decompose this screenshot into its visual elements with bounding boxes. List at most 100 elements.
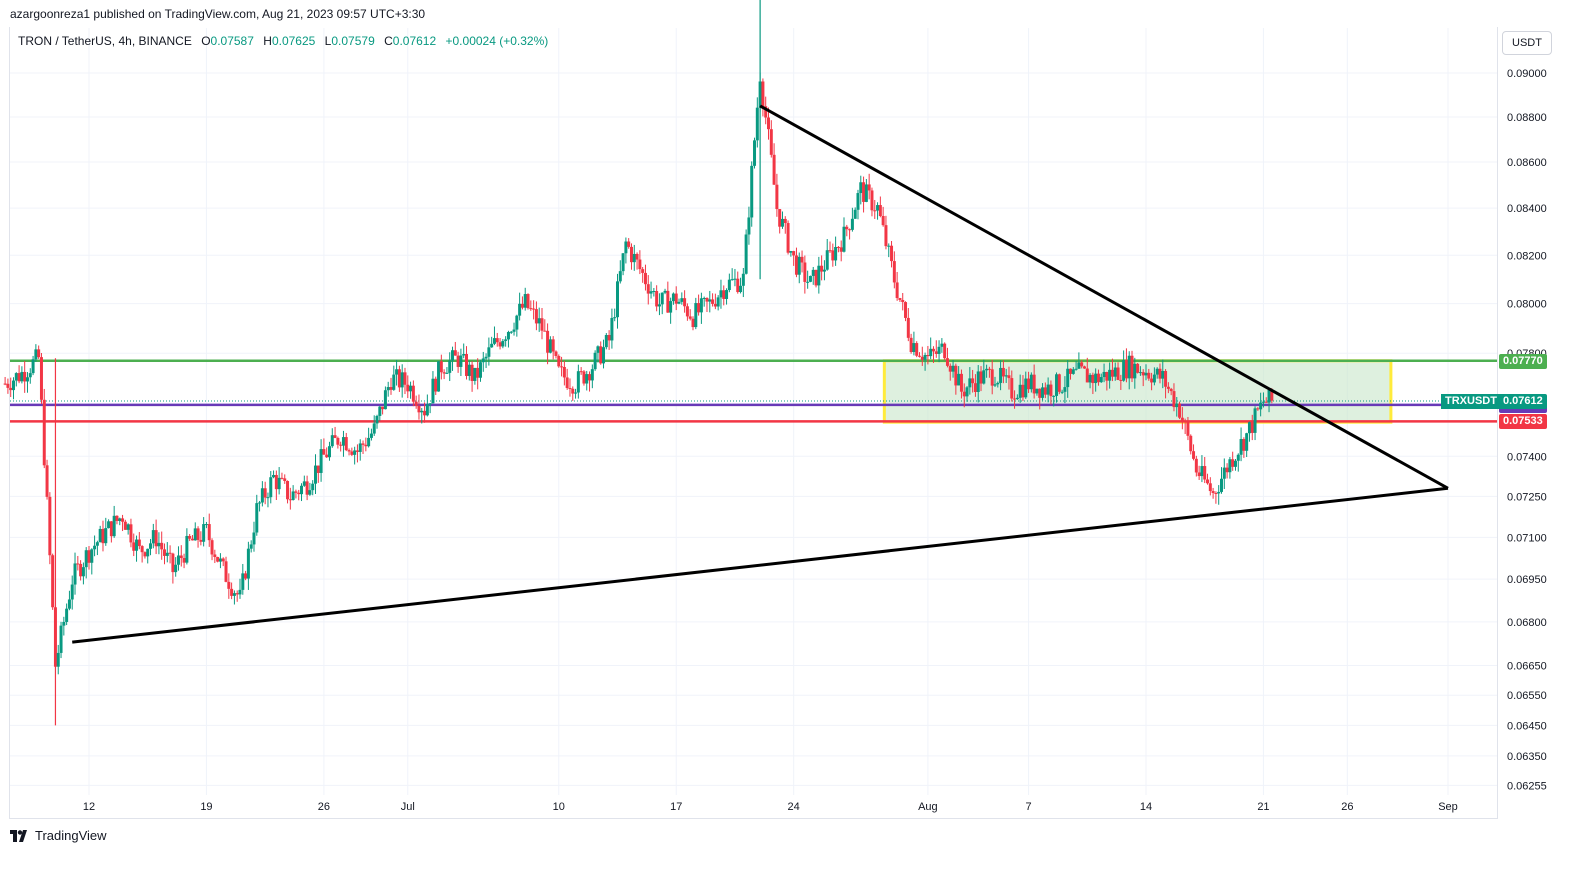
candle-body — [1007, 375, 1011, 379]
candle-body — [1172, 391, 1176, 408]
candle-body — [302, 481, 306, 486]
candle-body — [1197, 472, 1201, 477]
candle-body — [484, 356, 488, 359]
candle-body — [848, 229, 852, 231]
candle-body — [465, 353, 468, 376]
candle-body — [1264, 401, 1268, 403]
candle-body — [560, 366, 564, 368]
candle-body — [490, 343, 494, 348]
x-tick-label: 10 — [553, 801, 565, 813]
candle-body — [87, 550, 91, 563]
candle-body — [901, 299, 905, 303]
candle-body — [1200, 466, 1204, 477]
chart-pane[interactable] — [9, 27, 1498, 819]
candle-body — [439, 361, 443, 373]
candle-body — [878, 205, 882, 217]
candle-body — [322, 449, 326, 455]
candle-body — [1203, 466, 1207, 480]
candle-body — [389, 387, 393, 390]
low-label: L — [324, 34, 332, 48]
candle-body — [6, 383, 10, 388]
candle-body — [56, 652, 60, 667]
candle-body — [73, 563, 77, 585]
candle-body — [280, 477, 284, 479]
candle-body — [683, 298, 687, 307]
candle-body — [646, 284, 650, 294]
candle-body — [1116, 367, 1120, 380]
symbol-title[interactable]: TRON / TetherUS, 4h, BINANCE — [18, 34, 192, 48]
candle-body — [434, 378, 438, 392]
candle-body — [948, 365, 952, 372]
candle-body — [772, 154, 776, 185]
candle-body — [671, 293, 675, 302]
candle-body — [230, 588, 234, 596]
candle-body — [811, 269, 815, 276]
candle-body — [985, 368, 989, 371]
candle-body — [940, 343, 944, 347]
candle-body — [369, 433, 373, 438]
candle-body — [1102, 371, 1106, 378]
candle-body — [51, 555, 55, 608]
candle-body — [509, 331, 513, 333]
candle-body — [1253, 408, 1257, 433]
candle-body — [37, 349, 41, 358]
candle-body — [188, 535, 192, 539]
candle-body — [657, 304, 661, 307]
candle-body — [579, 371, 583, 373]
candle-body — [1189, 435, 1193, 452]
candle-body — [842, 226, 846, 252]
tradingview-logo-icon — [10, 829, 27, 842]
candle-body — [649, 291, 653, 294]
candle-body — [898, 298, 902, 300]
candle-body — [669, 301, 673, 313]
candle-body — [1194, 458, 1198, 473]
candle-body — [585, 374, 589, 384]
candle-body — [481, 358, 485, 363]
y-tick-label: 0.07250 — [1507, 491, 1547, 503]
candle-body — [397, 369, 401, 388]
candle-body — [213, 554, 217, 558]
candle-body — [1270, 389, 1274, 401]
candle-body — [747, 217, 751, 235]
candle-body — [783, 218, 787, 224]
candle-body — [121, 518, 125, 522]
candle-body — [1161, 370, 1165, 379]
candle-body — [151, 530, 155, 544]
candle-body — [48, 496, 52, 556]
candle-body — [423, 410, 427, 416]
candle-body — [1242, 439, 1246, 451]
tradingview-footer[interactable]: TradingView — [10, 828, 107, 843]
candle-body — [1217, 491, 1221, 494]
candle-body — [414, 401, 418, 406]
candle-body — [442, 372, 446, 374]
candle-body — [451, 350, 455, 361]
candle-body — [364, 444, 368, 447]
currency-button[interactable]: USDT — [1502, 31, 1552, 55]
x-tick-label: 17 — [670, 801, 682, 813]
candle-body — [565, 377, 569, 389]
change-value: +0.00024 (+0.32%) — [445, 34, 549, 48]
candle-body — [638, 259, 642, 270]
candle-body — [31, 359, 35, 374]
candle-body — [14, 373, 18, 381]
candle-body — [839, 247, 843, 252]
candle-body — [498, 342, 502, 347]
candle-body — [551, 339, 555, 352]
candle-body — [1035, 388, 1039, 394]
candle-body — [792, 251, 796, 256]
candle-body — [473, 367, 477, 381]
candle-body — [850, 218, 854, 230]
candle-body — [406, 384, 410, 392]
candle-body — [705, 297, 709, 302]
candle-body — [79, 563, 83, 577]
candle-body — [286, 480, 290, 500]
candle-body — [3, 383, 7, 385]
x-tick-label: 14 — [1140, 801, 1152, 813]
candle-body — [904, 302, 908, 318]
candle-body — [965, 387, 969, 397]
candle-body — [1206, 479, 1210, 484]
candle-body — [621, 253, 625, 272]
candle-body — [750, 165, 754, 218]
candle-body — [867, 184, 871, 191]
